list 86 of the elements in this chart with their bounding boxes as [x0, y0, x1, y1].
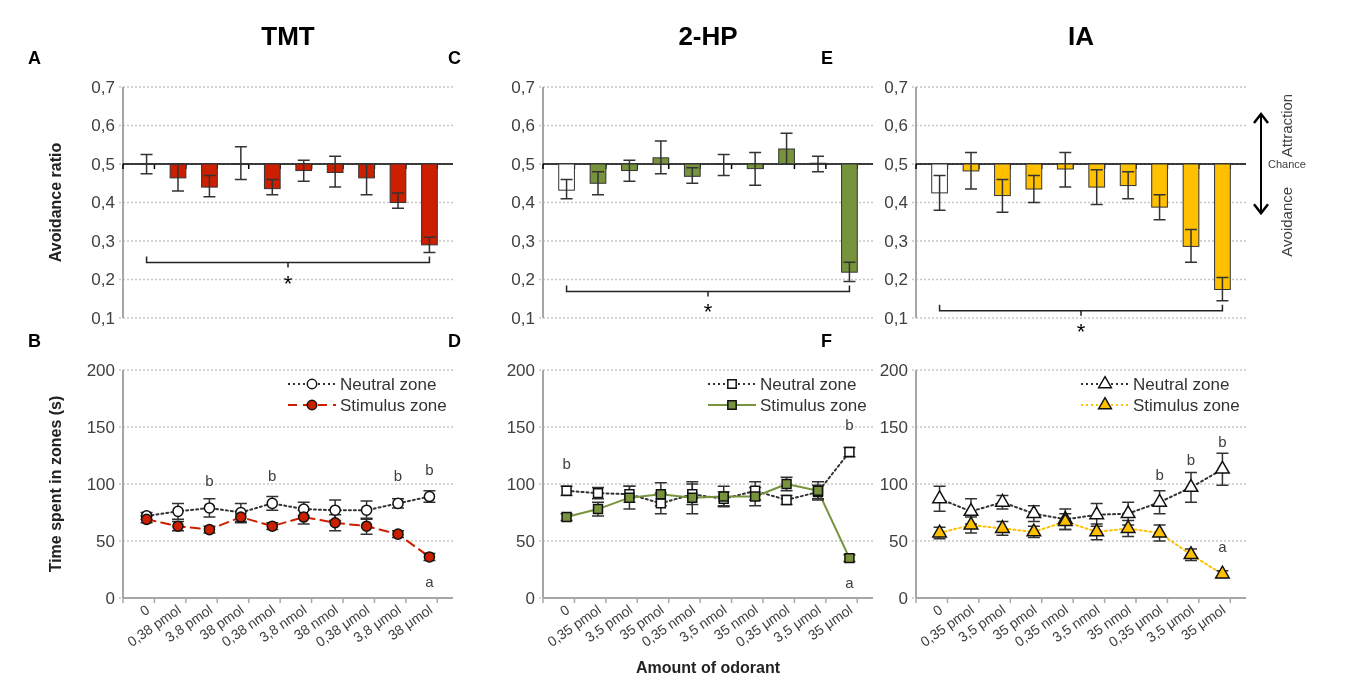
y-tick-label: 200 [86, 360, 115, 380]
point [655, 489, 667, 500]
point [1120, 519, 1136, 534]
annotation: b [562, 454, 571, 472]
y-tick-label: 0,5 [884, 154, 908, 174]
y-tick-label: 0,6 [91, 116, 115, 136]
point [1214, 565, 1230, 579]
legend-label: Stimulus zone [340, 395, 447, 415]
text: * [1076, 318, 1086, 344]
y-tick-label: 0,2 [511, 270, 535, 290]
y-tick-label: 0,6 [884, 116, 908, 136]
annotation: a [845, 574, 855, 592]
y-tick-label: 150 [86, 417, 115, 437]
ref-line-label: Chance [1268, 157, 1306, 170]
y-tick-label: 0,2 [91, 270, 115, 290]
y-tick-label: 50 [516, 531, 535, 551]
x-tick-label: 0 [929, 601, 946, 619]
annotation: b [425, 460, 434, 478]
y-tick-label: 0,5 [511, 154, 535, 174]
legend-label: Neutral zone [760, 374, 857, 394]
y-tick-label: 150 [879, 417, 908, 437]
x-axis-title: Amount of odorant [636, 659, 781, 676]
y-tick-label: 150 [506, 417, 535, 437]
point [1089, 523, 1105, 537]
legend-label: Neutral zone [1133, 374, 1230, 394]
y-tick-label: 200 [506, 360, 535, 380]
legend-label: Neutral zone [340, 374, 437, 394]
point [1214, 460, 1230, 474]
legend-label: Stimulus zone [760, 395, 867, 415]
y-tick-label: 0,2 [884, 270, 908, 290]
annotation: * [283, 270, 293, 296]
y-axis-title: Time spent in zones (s) [47, 395, 64, 573]
y-tick-label: 50 [889, 531, 908, 551]
y-tick-label: 0,4 [91, 193, 115, 213]
text: E [821, 48, 834, 68]
point [963, 502, 979, 517]
y-tick-label: 0,1 [511, 308, 535, 328]
point [1089, 506, 1105, 520]
y-tick-label: 0,4 [884, 193, 908, 213]
text: B [28, 331, 41, 351]
y-axis-title: Avoidance ratio [47, 142, 64, 263]
annotation: b [393, 467, 403, 485]
y-tick-label: 100 [506, 474, 535, 494]
y-tick-label: 0,3 [511, 231, 535, 251]
y-tick-label: 0,4 [511, 193, 535, 213]
x-tick-label: 0 [556, 601, 573, 619]
y-tick-label: 0,1 [91, 308, 115, 328]
y-tick-label: 0,3 [91, 231, 115, 251]
point [1026, 505, 1042, 519]
point [1120, 505, 1136, 519]
y-tick-label: 100 [86, 474, 115, 494]
annotation: b [268, 467, 277, 485]
chart-title: TMT [261, 21, 315, 51]
chart-title: 2-HP [678, 21, 738, 51]
y-tick-label: 0,6 [511, 116, 535, 136]
text: F [821, 331, 832, 351]
text: C [448, 48, 461, 68]
y-tick-label: 100 [879, 474, 908, 494]
chart-title: IA [1068, 21, 1095, 51]
point [932, 490, 948, 504]
point [1152, 524, 1168, 538]
legend-label: Stimulus zone [1133, 395, 1240, 415]
point [1183, 478, 1199, 493]
y-tick-label: 0,7 [91, 77, 115, 97]
text: Avoidance [1278, 186, 1295, 257]
annotation: b [205, 471, 214, 489]
text: Attraction [1278, 93, 1295, 158]
point [963, 516, 979, 530]
y-tick-label: 200 [879, 360, 908, 380]
annotation: a [1218, 538, 1228, 556]
y-tick-label: 0,7 [884, 77, 908, 97]
y-tick-label: 0,5 [91, 154, 115, 174]
annotation: b [1155, 466, 1164, 484]
annotation: b [1186, 451, 1196, 469]
y-tick-label: 0,7 [511, 77, 535, 97]
annotation: b [1218, 433, 1227, 451]
y-tick-label: 0,3 [884, 231, 908, 251]
text: A [28, 48, 41, 68]
text: D [448, 331, 461, 351]
point [1152, 493, 1168, 507]
annotation: a [425, 572, 435, 590]
x-tick-label: 0 [136, 601, 153, 619]
annotation: b [845, 416, 854, 434]
y-tick-label: 0,1 [884, 308, 908, 328]
y-tick-label: 50 [96, 531, 115, 551]
annotation: * [703, 299, 713, 325]
